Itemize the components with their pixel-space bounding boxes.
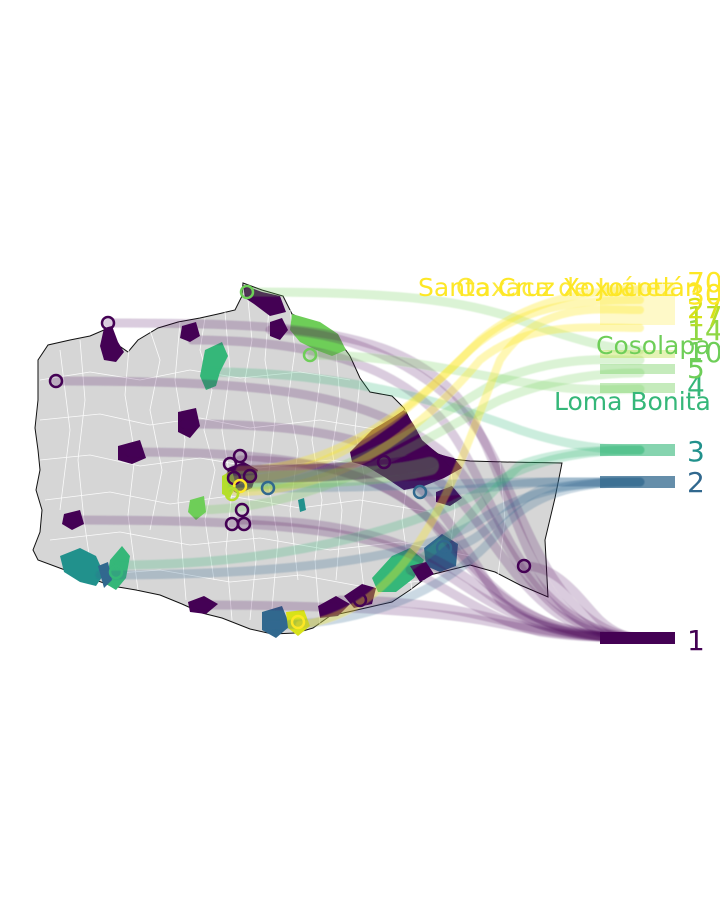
rank-label-70: 70 [687,266,720,299]
municipality-purple-nw [100,326,124,362]
rank-label-1: 1 [687,624,705,657]
marker [239,284,255,300]
label-loma-bonita: Loma Bonita [554,387,711,416]
marker [234,502,250,518]
marker [108,564,124,580]
municipality-teal-small-center [298,498,306,512]
flow-ribbons [51,286,645,643]
marker [236,516,252,532]
municipality-teal-center [200,342,228,390]
marker [242,468,258,484]
marker [260,480,276,496]
marker [232,478,248,494]
label-cosolapa: Cosolapa [596,331,711,360]
rank-label-17: 17 [687,300,720,333]
rank-labels: 1 2 3 4 5 10 14 17 27 30 70 [687,266,720,657]
rank-bar-2 [600,476,675,488]
rank-label-14: 14 [687,314,720,347]
rank-label-30: 30 [687,278,720,311]
place-labels: Santa Cruz Xoxocotlán Oaxaca de Juárez C… [418,273,711,416]
place-markers [48,284,532,630]
label-santa-cruz: Santa Cruz Xoxocotlán [418,273,701,302]
rank-label-10: 10 [687,336,720,369]
marker [224,486,240,502]
rank-bar-4 [600,383,675,393]
marker [232,448,248,464]
rank-bar-3 [600,444,675,456]
marker [222,456,238,472]
marker [435,539,453,557]
rank-bar-10 [600,350,675,358]
rank-label-4: 4 [687,370,705,403]
marker [352,592,368,608]
rank-label-5: 5 [687,352,705,385]
rank-end-bars [600,285,675,644]
marker [64,512,80,528]
rank-bar-top [600,285,675,325]
marker [516,558,532,574]
rank-bar-5 [600,364,675,374]
flows-center-thick [227,451,439,489]
label-oaxaca: Oaxaca de Juárez [456,273,674,302]
rank-bar-1 [600,632,675,644]
marker [290,614,306,630]
municipality-teal-south-1 [60,548,104,586]
rank-label-2: 2 [687,466,705,499]
marker [412,484,428,500]
rank-label-3: 3 [687,435,705,468]
rank-label-27: 27 [687,292,720,325]
marker [100,315,116,331]
marker [376,454,392,470]
marker [48,373,64,389]
marker [302,347,318,363]
